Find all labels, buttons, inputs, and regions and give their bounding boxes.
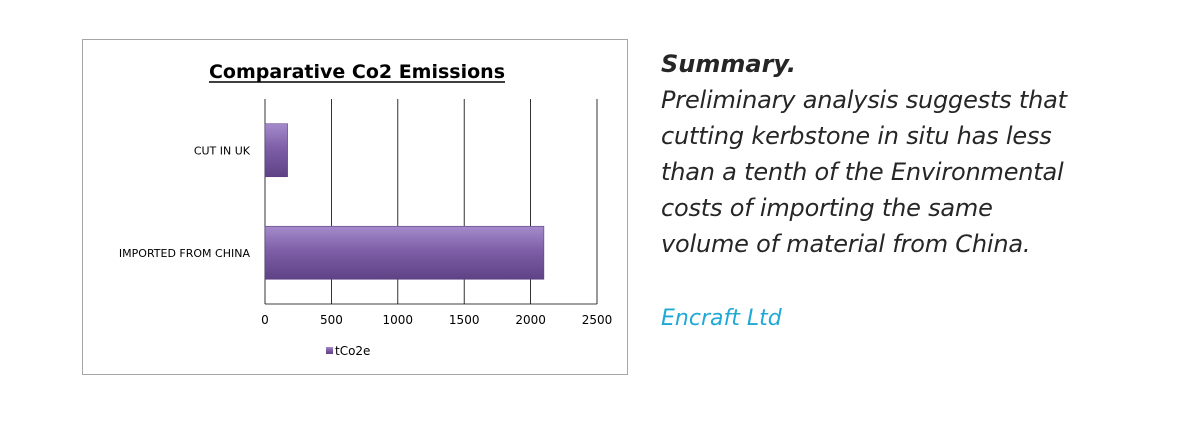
x-tick-label: 1500 — [449, 313, 480, 327]
x-tick-label: 0 — [261, 313, 269, 327]
legend-label: tCo2e — [335, 344, 370, 358]
x-tick-label: 1000 — [383, 313, 414, 327]
x-tick-label: 2000 — [515, 313, 546, 327]
category-label: CUT IN UK — [194, 144, 251, 157]
summary-line: volume of material from China. — [661, 230, 1031, 258]
x-tick-label: 500 — [320, 313, 343, 327]
x-axis-ticks: 0 500 1000 1500 2000 2500 — [261, 313, 612, 327]
company-name: Encraft Ltd — [661, 306, 782, 331]
x-tick-label: 2500 — [582, 313, 613, 327]
bar — [264, 225, 545, 280]
summary-heading: Summary. — [661, 50, 796, 78]
bar-chart: Comparative Co2 Emissions CUT IN UK IMPOR… — [119, 61, 612, 358]
chart-panel: Comparative Co2 Emissions CUT IN UK IMPOR… — [82, 39, 628, 375]
category-labels: CUT IN UK IMPORTED FROM CHINA — [119, 144, 251, 260]
summary-line: cutting kerbstone in situ has less — [661, 122, 1052, 150]
summary-body: Preliminary analysis suggests that cutti… — [661, 82, 1191, 262]
bar — [264, 123, 288, 178]
chart-title: Comparative Co2 Emissions — [209, 61, 505, 83]
summary-line: than a tenth of the Environmental — [661, 158, 1064, 186]
legend-swatch — [326, 347, 333, 354]
category-label: IMPORTED FROM CHINA — [119, 247, 251, 260]
bars — [264, 123, 545, 280]
summary-block: Summary. Preliminary analysis suggests t… — [661, 46, 1191, 262]
summary-line: Preliminary analysis suggests that — [661, 86, 1067, 114]
summary-line: costs of importing the same — [661, 194, 993, 222]
legend: tCo2e — [326, 344, 370, 358]
